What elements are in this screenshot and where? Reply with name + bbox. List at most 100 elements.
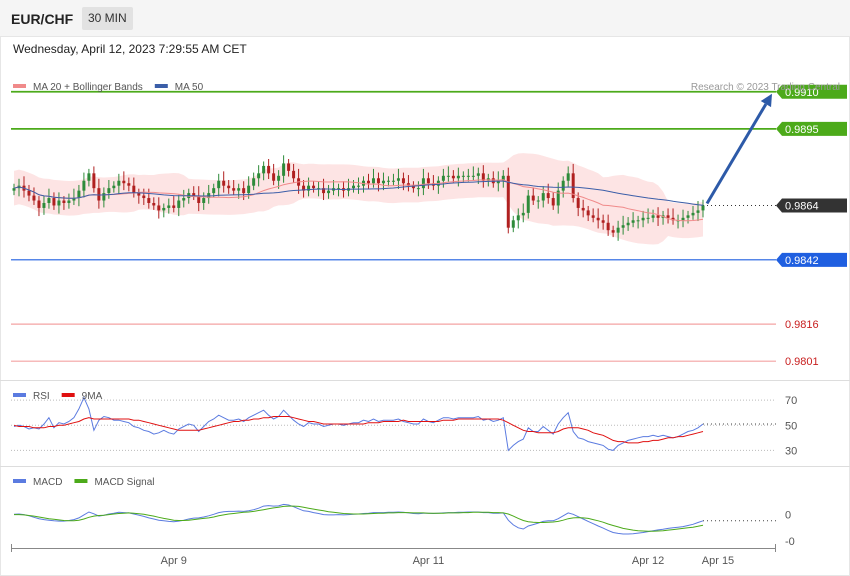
- legend-label: MACD Signal: [94, 477, 154, 488]
- candle: [127, 177, 131, 192]
- candle: [262, 161, 266, 181]
- candle: [516, 208, 520, 229]
- legend-label: RSI: [33, 391, 50, 402]
- candle: [67, 193, 71, 209]
- candle: [466, 168, 470, 182]
- macd-panel: 0 -0 MACD MACD Signal: [13, 477, 795, 548]
- candle: [287, 158, 291, 177]
- candle: [72, 188, 76, 205]
- legend-label: 9MA: [82, 391, 103, 402]
- candle: [671, 208, 675, 225]
- level-tag-0-9895: [776, 121, 847, 136]
- ma50-line: [13, 180, 704, 206]
- candle: [596, 208, 600, 229]
- legend-swatch: [13, 393, 26, 397]
- candle: [357, 177, 360, 194]
- candle: [646, 208, 650, 224]
- candle: [222, 171, 226, 193]
- x-tick-label: Apr 9: [161, 555, 187, 567]
- candle: [511, 215, 515, 233]
- candle: [152, 197, 156, 210]
- candle: [611, 225, 615, 238]
- legend-label: MACD: [33, 477, 62, 488]
- candle: [52, 192, 56, 210]
- x-tick-label: Apr 15: [702, 555, 734, 567]
- candle: [57, 192, 61, 214]
- candle: [406, 175, 410, 192]
- candle: [202, 192, 206, 210]
- candle: [531, 187, 535, 205]
- candle: [586, 205, 590, 222]
- candle: [112, 181, 116, 193]
- candle: [421, 168, 425, 196]
- candle: [686, 210, 690, 224]
- candle: [426, 172, 430, 189]
- rsi-panel: 70 50 30 RSI 9MA: [11, 391, 797, 457]
- bollinger-band: [14, 153, 703, 245]
- candle: [32, 187, 36, 205]
- candle: [167, 198, 171, 214]
- candle: [551, 192, 555, 210]
- x-tick-label: Apr 12: [632, 555, 664, 567]
- timeframe-badge[interactable]: 30 MIN: [82, 7, 133, 30]
- x-tick-label: Apr 11: [413, 555, 445, 567]
- candle: [192, 186, 196, 201]
- candle: [416, 181, 420, 197]
- candle: [77, 184, 81, 207]
- candle: [631, 212, 635, 228]
- legend-swatch: [13, 479, 26, 483]
- rsi-line: [13, 396, 704, 452]
- candle: [376, 172, 380, 192]
- candle: [97, 178, 101, 209]
- candle: [182, 189, 186, 208]
- legend-swatch: [154, 84, 168, 88]
- projection-arrow-head: [760, 93, 772, 108]
- candle: [446, 166, 450, 182]
- level-tag-0-9864: [776, 198, 847, 213]
- level-label-0-9816: 0.9816: [785, 319, 819, 331]
- candle: [691, 205, 695, 220]
- candle: [411, 181, 415, 193]
- x-axis: Apr 9 Apr 11 Apr 12 Apr 15: [11, 544, 776, 567]
- candle: [157, 197, 161, 219]
- candle: [327, 184, 331, 199]
- legend-label: MA 20 + Bollinger Bands: [33, 82, 143, 93]
- candle: [47, 188, 51, 209]
- candle: [237, 183, 241, 199]
- candle: [42, 196, 46, 215]
- candle: [292, 163, 296, 183]
- candle: [651, 209, 655, 223]
- level-label-0-9801: 0.9801: [785, 356, 819, 368]
- candle: [162, 203, 166, 218]
- candle: [566, 166, 570, 187]
- level-tag-0-9910: [776, 84, 847, 99]
- candle: [277, 170, 281, 189]
- candle: [92, 166, 96, 193]
- candle: [337, 183, 341, 197]
- candle: [371, 168, 375, 188]
- level-label-0-9842: 0.9842: [785, 255, 819, 267]
- candle: [641, 210, 645, 228]
- candle: [282, 155, 286, 183]
- candle: [456, 167, 460, 187]
- candle: [132, 177, 136, 198]
- candle: [521, 203, 525, 223]
- rsi-tick-label: 30: [785, 445, 797, 457]
- candle: [701, 199, 705, 218]
- candle: [601, 214, 605, 230]
- price-panel: 0.9910 0.9895 0.9864 0.9842 0.9816 0.9801 MA 2…: [11, 82, 847, 368]
- candle: [656, 207, 660, 226]
- macd-signal-line: [14, 505, 704, 532]
- chart-datetime: Wednesday, April 12, 2023 7:29:55 AM CET: [13, 42, 247, 56]
- candle: [526, 189, 530, 219]
- candle: [636, 215, 640, 229]
- candle: [257, 165, 261, 187]
- candle: [606, 214, 610, 236]
- candle: [82, 172, 86, 198]
- candle: [142, 188, 146, 205]
- candle: [87, 168, 91, 187]
- rsi-tick-label: 70: [785, 395, 797, 407]
- symbol-title: EUR/CHF: [11, 11, 74, 27]
- candle: [252, 172, 256, 191]
